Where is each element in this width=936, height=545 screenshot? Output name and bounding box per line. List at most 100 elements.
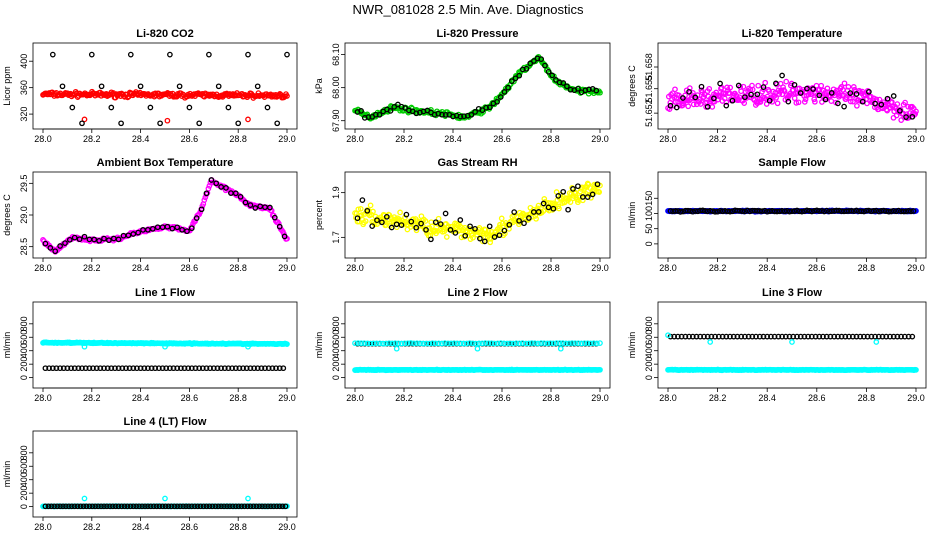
data-point: [121, 503, 128, 510]
data-point: [466, 340, 473, 346]
data-point: [164, 117, 171, 124]
x-tick-label: 28.0: [346, 393, 364, 403]
y-tick-label: 400: [331, 343, 341, 358]
y-tick-label: 400: [19, 54, 29, 69]
data-point: [127, 503, 134, 510]
data-point: [373, 340, 380, 347]
data-point: [403, 211, 410, 218]
data-point: [268, 503, 274, 510]
data-point: [481, 238, 488, 245]
data-point: [890, 333, 897, 340]
data-point: [171, 503, 178, 510]
data-point: [237, 193, 244, 200]
data-point: [804, 85, 810, 92]
data-point: [407, 340, 414, 346]
data-point: [245, 116, 251, 123]
data-point: [762, 79, 769, 86]
data-point: [212, 503, 219, 510]
data-point: [789, 208, 795, 215]
data-point: [711, 95, 717, 102]
data-point: [206, 51, 212, 58]
panel-title: Line 1 Flow: [135, 287, 195, 299]
data-point: [498, 215, 505, 222]
data-point: [169, 225, 176, 232]
data-point: [816, 92, 823, 99]
data-point: [457, 340, 464, 347]
data-point: [479, 238, 486, 245]
data-point: [52, 248, 59, 255]
y-tick-label: 51.655: [644, 75, 654, 103]
y-tick-label: 0: [331, 375, 341, 380]
data-point: [760, 84, 767, 90]
data-point: [109, 503, 116, 510]
data-point: [194, 503, 201, 510]
data-point: [704, 103, 711, 110]
series-group: [352, 180, 603, 246]
data-point: [477, 235, 483, 242]
data-point: [354, 215, 361, 222]
x-tick-label: 28.4: [758, 134, 776, 144]
data-point: [66, 503, 72, 510]
data-point: [218, 503, 224, 510]
data-point: [805, 333, 811, 340]
data-point: [689, 333, 696, 340]
data-point: [875, 208, 882, 215]
data-point: [828, 90, 835, 96]
data-point: [49, 51, 56, 58]
data-point: [106, 237, 112, 244]
x-tick-label: 28.8: [229, 134, 247, 144]
data-point: [68, 503, 75, 510]
y-tick-label: 200: [644, 357, 654, 372]
data-point: [491, 340, 498, 347]
data-point: [176, 83, 183, 90]
data-point: [397, 209, 403, 216]
data-point: [823, 333, 830, 340]
data-point: [516, 72, 523, 79]
y-tick-label: 51.658: [644, 53, 654, 81]
x-tick-label: 29.0: [278, 134, 296, 144]
x-tick-label: 28.8: [229, 393, 247, 403]
y-tick-label: 800: [19, 445, 29, 460]
data-point: [386, 340, 392, 347]
data-point: [393, 345, 400, 352]
data-point: [203, 503, 210, 510]
panel-ltemp: Li-820 Temperature degrees C 28.0 28.2 28.4 2…: [627, 28, 927, 144]
data-point: [418, 220, 424, 227]
data-point: [501, 340, 507, 347]
data-point: [210, 365, 217, 372]
data-point: [853, 333, 860, 340]
data-point: [178, 365, 184, 372]
y-tick-label: 1.7: [331, 231, 341, 244]
data-point: [198, 206, 205, 213]
data-point: [206, 183, 213, 189]
data-point: [842, 333, 849, 340]
data-point: [822, 96, 829, 103]
x-tick-label: 28.8: [542, 134, 560, 144]
data-point: [97, 365, 104, 372]
x-tick-label: 28.2: [83, 134, 101, 144]
data-point: [428, 236, 434, 243]
data-point: [692, 94, 699, 101]
data-point: [496, 232, 503, 239]
x-tick-label: 29.0: [907, 393, 925, 403]
data-point: [479, 340, 486, 347]
data-point: [376, 340, 383, 347]
y-axis-label: ml/min: [314, 332, 324, 359]
panel-title: Line 4 (LT) Flow: [124, 416, 207, 428]
data-point: [447, 227, 454, 233]
x-tick-label: 28.0: [346, 134, 364, 144]
data-point: [206, 503, 213, 510]
data-point: [259, 503, 265, 510]
data-point: [563, 340, 569, 347]
data-point: [284, 341, 290, 347]
data-point: [810, 86, 816, 92]
data-point: [675, 333, 681, 340]
data-point: [205, 185, 212, 192]
data-point: [199, 365, 206, 372]
data-point: [215, 83, 222, 90]
data-point: [748, 91, 754, 98]
data-point: [727, 333, 733, 340]
data-point: [370, 340, 377, 347]
data-point: [352, 340, 358, 347]
data-point: [873, 339, 880, 345]
